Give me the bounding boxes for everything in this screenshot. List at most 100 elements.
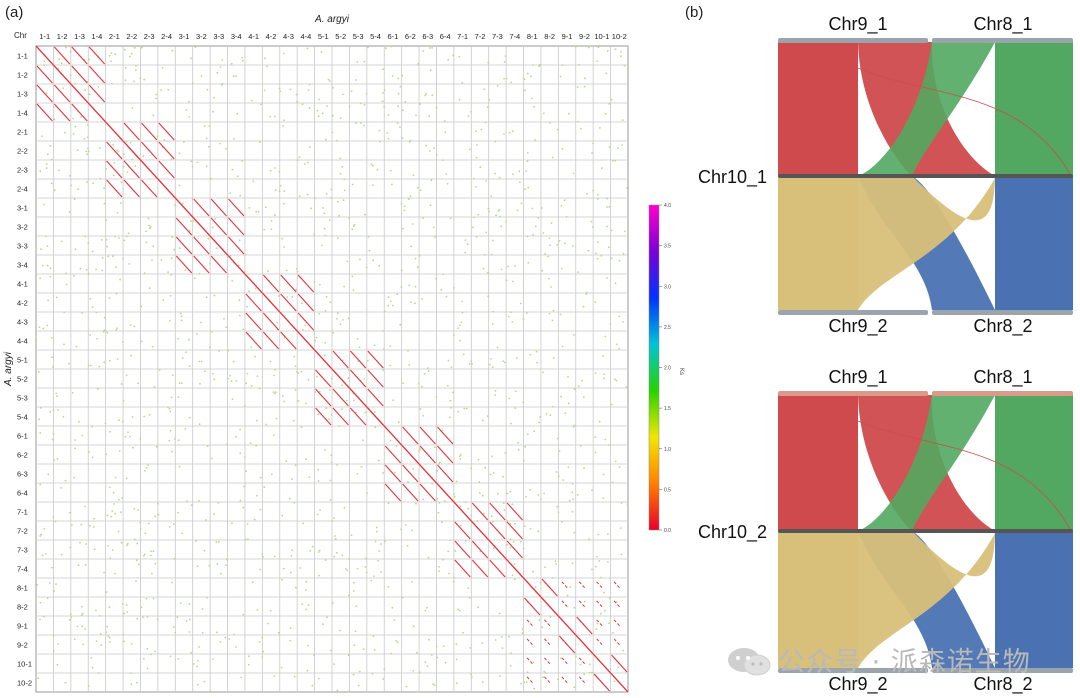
background-dot <box>168 320 171 322</box>
ribbon-yellow-block <box>778 176 858 310</box>
background-dot <box>356 338 359 340</box>
background-dot <box>126 542 129 545</box>
chr-label-center: Chr10_2 <box>698 522 767 543</box>
background-dot <box>315 336 318 339</box>
background-dot <box>384 310 386 313</box>
background-dot <box>289 571 292 574</box>
background-dot <box>608 206 611 208</box>
background-dot <box>483 88 486 90</box>
background-dot <box>602 591 605 594</box>
background-dot <box>348 594 350 597</box>
background-dot <box>530 75 532 78</box>
background-dot <box>191 166 194 168</box>
background-dot <box>471 676 473 678</box>
background-dot <box>435 396 438 399</box>
background-dot <box>57 643 59 645</box>
background-dot <box>298 195 301 198</box>
background-dot <box>239 428 242 431</box>
background-dot <box>519 540 522 543</box>
background-dot <box>506 544 509 546</box>
background-dot <box>513 578 516 581</box>
chr-label-top-left: Chr9_1 <box>828 14 887 35</box>
background-dot <box>147 217 150 220</box>
background-dot <box>503 133 505 136</box>
background-dot <box>353 399 355 402</box>
background-dot <box>266 270 269 273</box>
x-tick-label: 3-1 <box>179 32 190 41</box>
background-dot <box>318 98 321 101</box>
background-dot <box>607 561 609 563</box>
background-dot <box>401 269 403 272</box>
background-dot <box>535 350 538 353</box>
background-dot <box>69 74 72 77</box>
background-dot <box>49 410 52 413</box>
background-dot <box>88 272 90 275</box>
background-dot <box>555 563 557 565</box>
background-dot <box>112 143 115 146</box>
background-dot <box>267 622 269 625</box>
ribbon-blue-block <box>995 531 1073 668</box>
background-dot <box>389 345 392 347</box>
syntenic-fragment <box>578 600 586 608</box>
background-dot <box>93 548 96 551</box>
chr-bar-bottom-left <box>778 310 928 315</box>
background-dot <box>77 564 80 567</box>
background-dot <box>91 666 94 669</box>
background-dot <box>226 558 228 561</box>
background-dot <box>145 597 148 600</box>
syntenic-segment <box>193 198 210 217</box>
syntenic-segment <box>454 559 471 578</box>
background-dot <box>450 406 452 409</box>
background-dot <box>254 355 256 358</box>
background-dot <box>69 511 71 514</box>
background-dot <box>523 78 526 81</box>
background-dot <box>297 372 300 374</box>
background-dot <box>620 51 622 53</box>
background-dot <box>525 170 528 172</box>
background-dot <box>142 155 145 158</box>
background-dot <box>351 183 354 186</box>
background-dot <box>206 597 208 599</box>
background-dot <box>119 202 122 204</box>
background-dot <box>136 542 139 545</box>
background-dot <box>208 125 211 127</box>
background-dot <box>342 319 344 321</box>
background-dot <box>480 128 483 131</box>
background-dot <box>571 483 574 485</box>
background-dot <box>190 220 192 223</box>
background-dot <box>269 115 271 118</box>
background-dot <box>352 590 355 592</box>
background-dot <box>501 636 503 638</box>
background-dot <box>88 93 91 96</box>
background-dot <box>543 670 546 673</box>
background-dot <box>131 416 134 418</box>
syntenic-segment <box>88 46 106 65</box>
background-dot <box>435 106 438 109</box>
x-tick-label: 4-2 <box>266 32 277 41</box>
background-dot <box>314 391 316 393</box>
background-dot <box>401 109 404 112</box>
background-dot <box>382 678 385 680</box>
background-dot <box>177 658 180 660</box>
background-dot <box>130 354 133 357</box>
syntenic-segment <box>228 236 245 255</box>
background-dot <box>611 631 614 634</box>
y-tick-label: 2-1 <box>17 128 28 137</box>
background-dot <box>425 93 427 95</box>
background-dot <box>239 194 242 197</box>
background-dot <box>324 309 327 312</box>
background-dot <box>45 553 47 555</box>
background-dot <box>512 173 514 176</box>
background-dot <box>423 373 426 375</box>
background-dot <box>169 429 172 432</box>
background-dot <box>436 497 439 500</box>
background-dot <box>477 606 479 609</box>
background-dot <box>444 661 447 664</box>
x-tick-label: 3-4 <box>231 32 242 41</box>
background-dot <box>487 271 489 274</box>
syntenic-segment <box>315 407 332 426</box>
background-dot <box>109 557 111 560</box>
background-dot <box>427 370 430 372</box>
background-dot <box>41 135 43 138</box>
background-dot <box>363 103 366 106</box>
